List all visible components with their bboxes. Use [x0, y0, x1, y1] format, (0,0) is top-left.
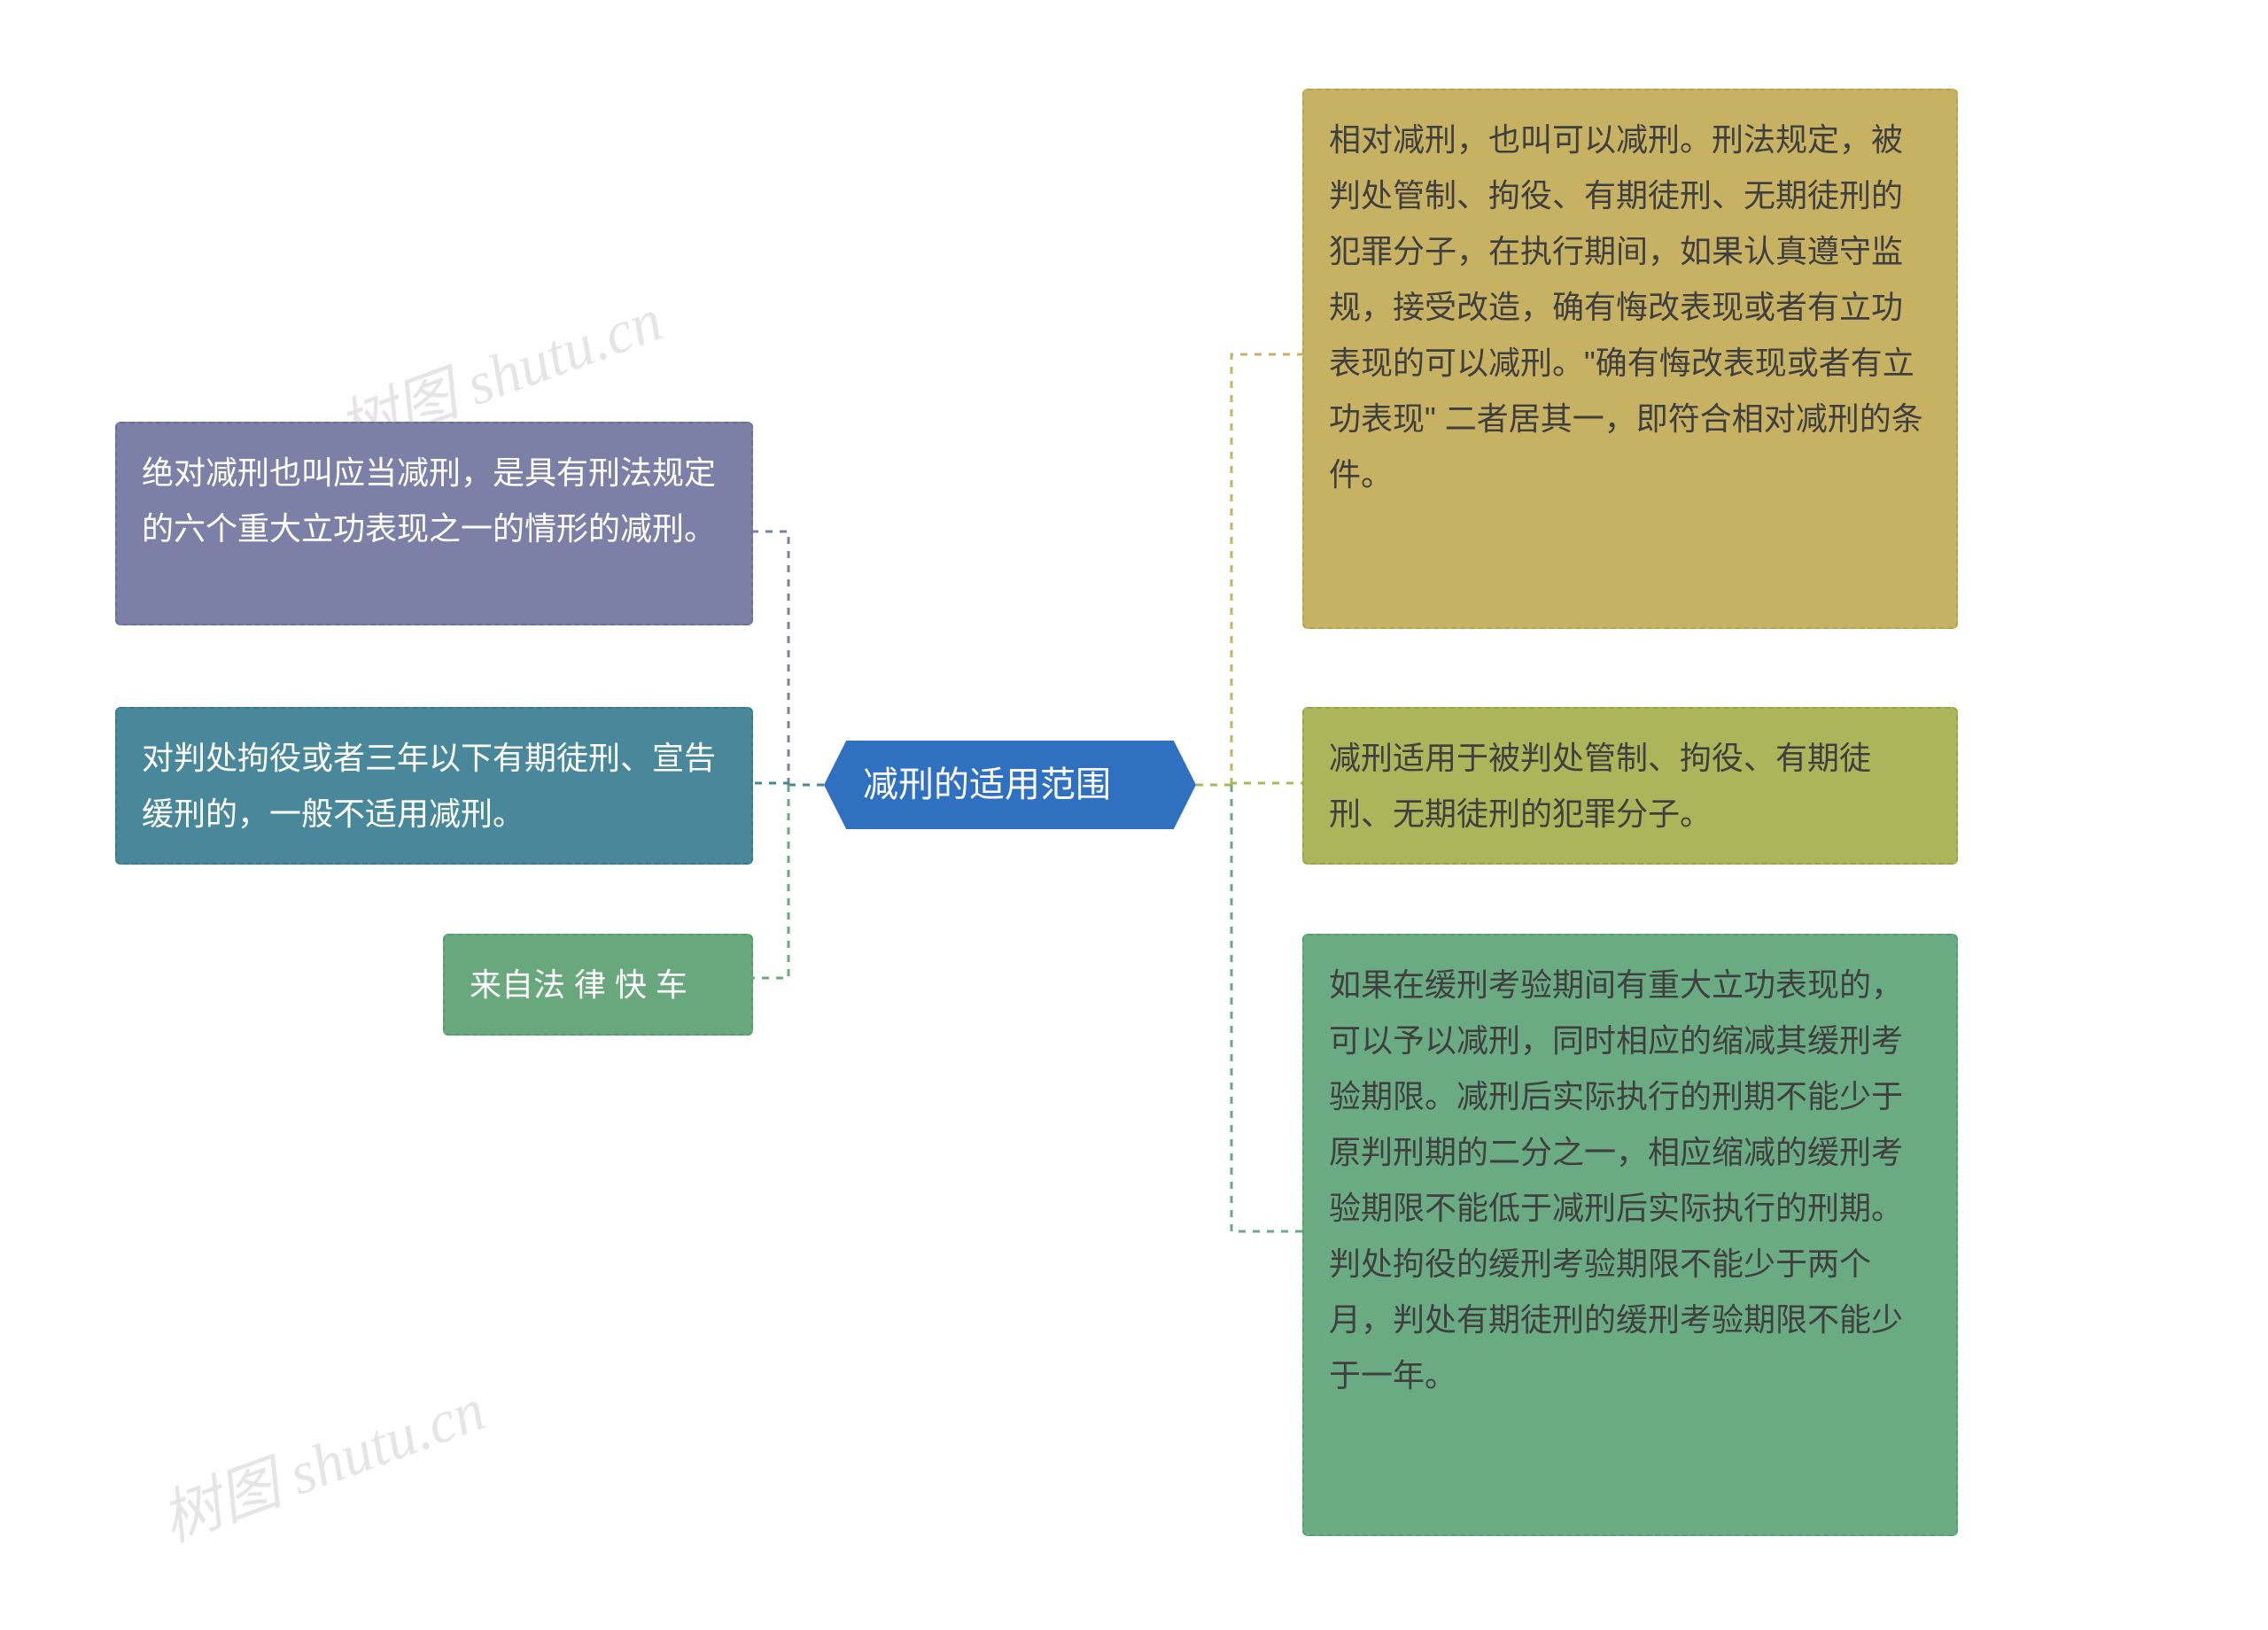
node-text: 如果在缓刑考验期间有重大立功表现的，可以予以减刑，同时相应的缩减其缓刑考验期限。…: [1329, 966, 1903, 1393]
branch-node-probation-merit[interactable]: 如果在缓刑考验期间有重大立功表现的，可以予以减刑，同时相应的缩减其缓刑考验期限。…: [1302, 934, 1958, 1536]
branch-node-absolute-reduction[interactable]: 绝对减刑也叫应当减刑，是具有刑法规定的六个重大立功表现之一的情形的减刑。: [115, 422, 753, 625]
node-text: 减刑适用于被判处管制、拘役、有期徒刑、无期徒刑的犯罪分子。: [1329, 740, 1871, 832]
branch-node-probation-exclusion[interactable]: 对判处拘役或者三年以下有期徒刑、宣告缓刑的，一般不适用减刑。: [115, 707, 753, 865]
node-text: 相对减刑，也叫可以减刑。刑法规定，被判处管制、拘役、有期徒刑、无期徒刑的犯罪分子…: [1329, 121, 1923, 493]
branch-node-application-scope[interactable]: 减刑适用于被判处管制、拘役、有期徒刑、无期徒刑的犯罪分子。: [1302, 707, 1958, 865]
branch-node-source[interactable]: 来自法 律 快 车: [443, 934, 753, 1036]
node-text: 对判处拘役或者三年以下有期徒刑、宣告缓刑的，一般不适用减刑。: [142, 740, 716, 832]
center-topic[interactable]: 减刑的适用范围: [824, 741, 1196, 829]
branch-node-relative-reduction[interactable]: 相对减刑，也叫可以减刑。刑法规定，被判处管制、拘役、有期徒刑、无期徒刑的犯罪分子…: [1302, 89, 1958, 629]
node-text: 绝对减刑也叫应当减刑，是具有刑法规定的六个重大立功表现之一的情形的减刑。: [142, 454, 716, 547]
center-topic-label: 减刑的适用范围: [863, 765, 1111, 804]
mindmap-canvas: 树图 shutu.cn 树图 shutu.cn 树图 shutu.cn 树图 s…: [0, 0, 2268, 1630]
watermark: 树图 shutu.cn: [147, 1360, 494, 1558]
node-text: 来自法 律 快 车: [470, 966, 687, 1003]
